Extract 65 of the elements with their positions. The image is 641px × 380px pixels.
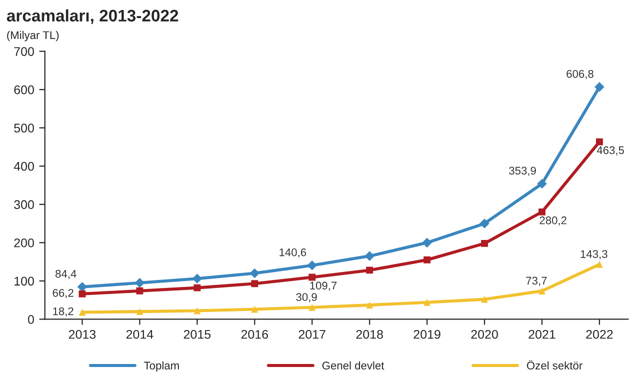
y-axis-title: (Milyar TL)	[7, 30, 59, 42]
point	[424, 298, 431, 306]
data-label: 84,4	[56, 270, 76, 280]
point	[194, 307, 201, 314]
point	[136, 308, 144, 316]
point	[422, 238, 432, 248]
point	[251, 306, 258, 313]
data-label: 18,2	[53, 307, 74, 317]
x-tick-label: 2015	[184, 330, 211, 339]
point	[424, 256, 431, 264]
point	[537, 178, 547, 189]
x-tick-label: 2018	[356, 330, 383, 339]
point	[78, 308, 86, 316]
point	[596, 138, 603, 146]
data-label: 140,6	[280, 248, 306, 258]
y-tick-label: 0	[28, 315, 34, 324]
point	[134, 278, 145, 288]
point	[78, 290, 86, 298]
point	[194, 284, 201, 292]
x-tick-label: 2019	[414, 330, 440, 339]
y-tick-label: 200	[14, 238, 34, 248]
point	[596, 260, 603, 268]
point	[366, 302, 374, 309]
data-label: 73,7	[526, 276, 547, 286]
point	[480, 218, 490, 228]
y-tick-label: 500	[14, 124, 34, 132]
point	[136, 287, 144, 294]
x-tick-label: 2022	[586, 330, 613, 339]
point	[481, 296, 488, 303]
legend-label: Toplam	[144, 361, 179, 372]
point	[364, 251, 374, 261]
data-label: 606,8	[566, 70, 594, 80]
y-tick-label: 600	[14, 85, 34, 94]
y-tick-label: 400	[14, 162, 34, 171]
point	[594, 82, 604, 92]
point	[538, 288, 546, 294]
data-label: 353,9	[509, 166, 536, 176]
x-tick-label: 2020	[471, 330, 498, 339]
x-tick-label: 2014	[126, 330, 154, 339]
point	[77, 282, 88, 292]
data-label: 463,5	[596, 146, 624, 156]
data-label: 280,2	[540, 216, 566, 226]
legend-label: Özel sektör	[526, 360, 582, 370]
point	[192, 274, 202, 284]
y-tick-label: 100	[14, 276, 34, 286]
point	[251, 280, 258, 288]
data-label: 66,2	[52, 288, 74, 298]
chart-title: arcamaları, 2013-2022	[6, 9, 178, 24]
legend-label: Genel devlet	[322, 361, 384, 370]
y-tick-label: 700	[14, 47, 34, 56]
x-tick-label: 2017	[298, 330, 326, 339]
point	[307, 260, 318, 270]
point	[538, 208, 546, 216]
point	[308, 304, 316, 311]
point	[366, 266, 374, 274]
x-tick-label: 2013	[68, 330, 96, 339]
y-tick-label: 300	[14, 200, 34, 210]
data-label: 109,7	[310, 282, 337, 291]
point	[481, 240, 488, 247]
data-label: 143,3	[580, 250, 608, 260]
point	[308, 274, 316, 281]
data-label: 30,9	[296, 293, 317, 302]
x-tick-label: 2021	[528, 330, 556, 339]
x-tick-label: 2016	[241, 330, 268, 339]
point	[250, 268, 260, 278]
